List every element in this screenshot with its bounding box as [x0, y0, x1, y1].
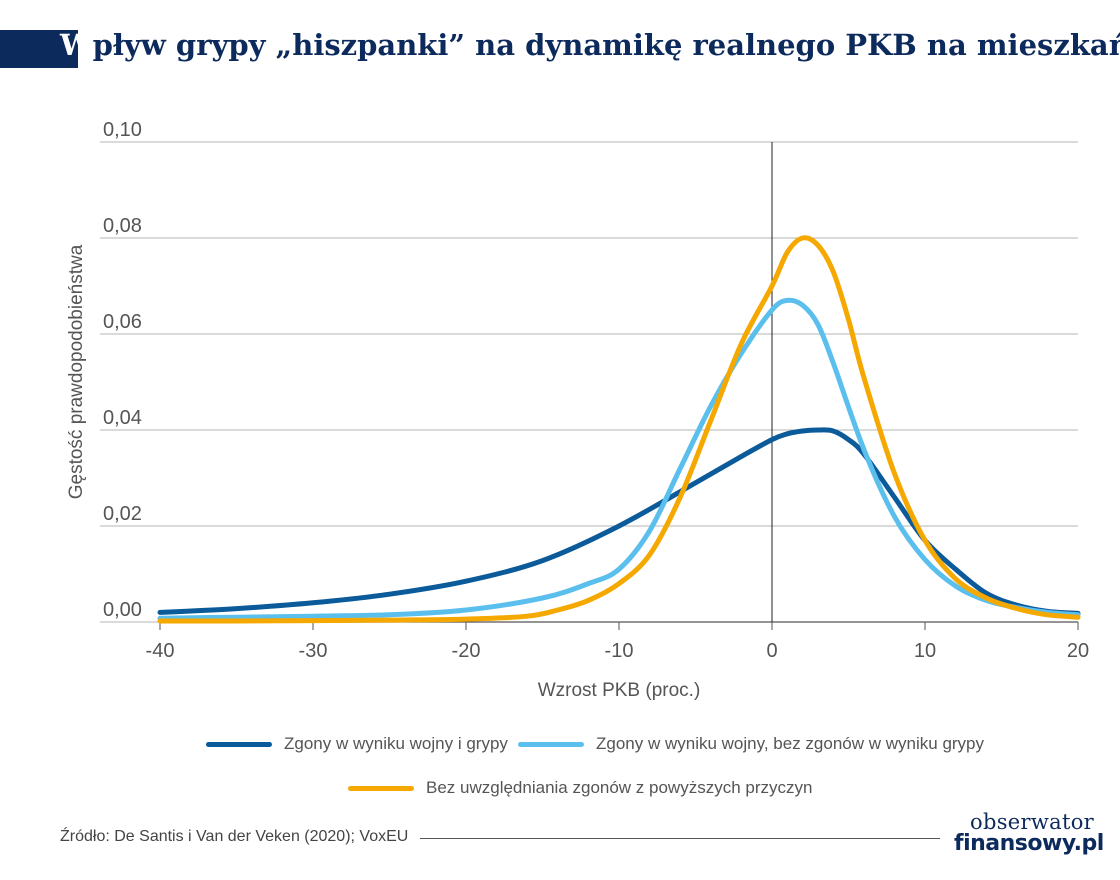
- source-divider: [420, 838, 940, 839]
- title-first-letter: W: [60, 28, 93, 62]
- logo-line-1: obserwator: [970, 810, 1094, 834]
- logo: obserwator finansowy.pl: [954, 810, 1104, 856]
- x-tick-label: -40: [146, 640, 175, 662]
- y-tick-label: 0,02: [103, 503, 142, 525]
- legend-item-no-deaths: Bez uwzględniania zgonów z powyższych pr…: [348, 778, 812, 798]
- x-tick-label: 20: [1067, 640, 1089, 662]
- x-axis-title: Wzrost PKB (proc.): [538, 680, 701, 701]
- title-accent-bar: [0, 30, 78, 68]
- legend-swatch: [348, 785, 414, 791]
- x-tick-label: 10: [914, 640, 936, 662]
- legend-item-war-only: Zgony w wyniku wojny, bez zgonów w wynik…: [518, 734, 984, 754]
- legend-swatch: [206, 741, 272, 747]
- legend-label: Zgony w wyniku wojny i grypy: [284, 734, 508, 753]
- y-tick-label: 0,08: [103, 215, 142, 237]
- chart-title: Wpływ grypy „hiszpanki” na dynamikę real…: [60, 28, 1120, 62]
- x-tick-label: -30: [299, 640, 328, 662]
- y-tick-label: 0,00: [103, 599, 142, 621]
- x-tick-label: -20: [452, 640, 481, 662]
- series-line-no-deaths: [157, 235, 1081, 624]
- y-tick-label: 0,06: [103, 311, 142, 333]
- legend-item-war-and-flu: Zgony w wyniku wojny i grypy: [206, 734, 508, 754]
- y-axis-title: Gęstość prawdopodobieństwa: [66, 244, 87, 499]
- logo-line-2: finansowy.pl: [954, 831, 1104, 856]
- series-line-war-and-flu: [157, 427, 1081, 616]
- source-note: Źródło: De Santis i Van der Veken (2020)…: [60, 828, 409, 845]
- series-line-war-only: [157, 297, 1081, 621]
- legend-swatch: [518, 741, 584, 747]
- legend-label: Bez uwzględniania zgonów z powyższych pr…: [426, 778, 813, 797]
- title-text: pływ grypy „hiszpanki” na dynamikę realn…: [92, 28, 1120, 62]
- x-tick-label: 0: [766, 640, 777, 662]
- y-tick-label: 0,04: [103, 407, 142, 429]
- legend-label: Zgony w wyniku wojny, bez zgonów w wynik…: [596, 734, 985, 753]
- y-tick-label: 0,10: [103, 119, 142, 141]
- x-tick-label: -10: [605, 640, 634, 662]
